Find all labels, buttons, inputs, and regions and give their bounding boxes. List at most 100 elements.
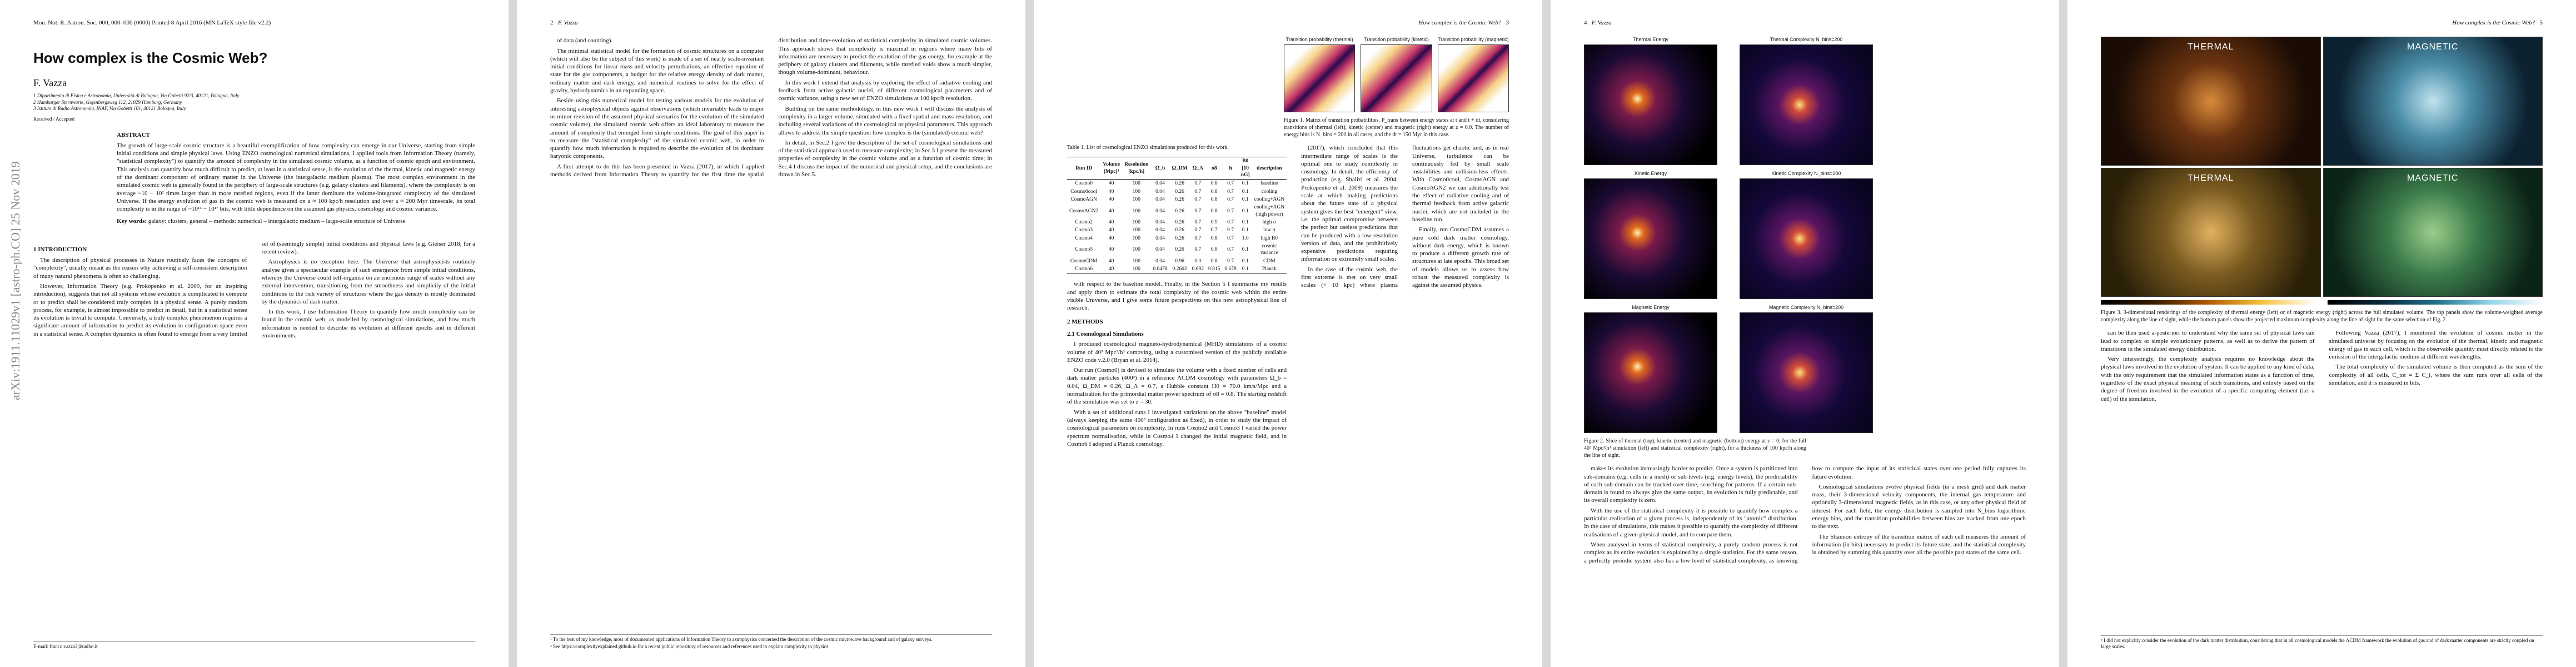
table-cell: cosmic variance bbox=[1260, 243, 1278, 256]
paragraph: With a set of additional runs I investig… bbox=[1067, 409, 1287, 447]
table-cell: 0.8 bbox=[1210, 247, 1218, 253]
panel-title: Kinetic Complexity N_bins=200 bbox=[1771, 171, 1841, 177]
table-cell: 0.7 bbox=[1194, 227, 1202, 233]
table-cell: 40 bbox=[1108, 258, 1114, 264]
table-cell: 0.04 bbox=[1155, 235, 1165, 241]
table-cell: 0.9 bbox=[1210, 220, 1218, 226]
table-cell: 0.1 bbox=[1242, 181, 1249, 187]
abstract-text: The growth of large-scale cosmic structu… bbox=[117, 142, 475, 213]
table-cell: 0.04 bbox=[1155, 197, 1165, 203]
abstract: ABSTRACT The growth of large-scale cosmi… bbox=[117, 131, 475, 225]
page-number: 2 bbox=[550, 19, 554, 26]
arxiv-id: arXiv:1911.11029v1 [astro-ph.CO] 25 Nov … bbox=[8, 161, 22, 400]
colorbar bbox=[2327, 300, 2543, 305]
paragraph: In this work, I use Information Theory t… bbox=[261, 308, 476, 340]
table-cell: 0.0478 bbox=[1153, 266, 1168, 272]
table-cell: 0.7 bbox=[1227, 220, 1234, 226]
table-cell: 0.7 bbox=[1194, 247, 1202, 253]
paragraph: Building on the same methodology, in thi… bbox=[778, 105, 993, 136]
panel: Thermal Complexity N_bins=200 bbox=[1740, 37, 1873, 166]
table-cell: 0.26 bbox=[1175, 220, 1184, 226]
running-title: F. Vazza bbox=[557, 19, 578, 26]
table-cell: 100 bbox=[1132, 235, 1140, 241]
left-column: Table 1. List of cosmological ENZO simul… bbox=[1067, 144, 1287, 450]
table-cell: 0.26 bbox=[1175, 247, 1184, 253]
table-cell: 0.1 bbox=[1242, 197, 1249, 203]
map-image bbox=[1584, 44, 1717, 166]
panel-title: THERMAL bbox=[2188, 173, 2234, 183]
paragraph: The Shannon entropy of the transition ma… bbox=[1812, 533, 2026, 556]
table-cell: 0.04 bbox=[1155, 208, 1165, 214]
table-cell: 0.26 bbox=[1175, 181, 1184, 187]
paragraph: Following Vazza (2017), I monitored the … bbox=[2329, 330, 2543, 361]
table-cell: 0.04 bbox=[1155, 220, 1165, 226]
page: arXiv:1911.11029v1 [astro-ph.CO] 25 Nov … bbox=[0, 0, 509, 667]
table-cell: Cosmo6 bbox=[1075, 266, 1093, 272]
running-title: How complex is the Cosmic Web? bbox=[1418, 19, 1502, 26]
running-header: 2 F. Vazza bbox=[550, 19, 992, 27]
figure-1: Transition probability (thermal) z=0 Tra… bbox=[1284, 37, 1509, 113]
table-cell: 0.1 bbox=[1242, 220, 1249, 226]
table-cell: Planck bbox=[1262, 266, 1277, 272]
paragraph: of data (and counting). bbox=[557, 37, 613, 44]
table-cell: 0.26 bbox=[1175, 227, 1184, 233]
list-item: 2 Hamburger Sternwarte, Gojenbergsweg 11… bbox=[33, 99, 182, 105]
table-cell: 0.1 bbox=[1242, 266, 1249, 272]
density-plot bbox=[1361, 44, 1432, 113]
map-image: THERMAL bbox=[2101, 37, 2321, 166]
running-title: How complex is the Cosmic Web? bbox=[2452, 19, 2535, 26]
paragraph: can be then used a-posteriori to underst… bbox=[2101, 330, 2315, 352]
paragraph: The total complexity of the simulated vo… bbox=[2329, 364, 2543, 387]
table-cell: high σ bbox=[1262, 220, 1277, 226]
page: 2 F. Vazza of data (and counting). The mi… bbox=[517, 0, 1025, 667]
body-text: (2017), which concluded that this interm… bbox=[1301, 144, 1509, 450]
table-cell: 0.692 bbox=[1192, 266, 1204, 272]
paragraph: With the use of the statistical complexi… bbox=[1584, 507, 1798, 538]
table-row: Cosmo0cool 40 100 0.04 0.26 0.7 0.8 0.7 0.1 cooli… bbox=[1067, 188, 1287, 196]
paragraph: The minimal statistical model for the fo… bbox=[550, 47, 764, 94]
table-cell: cooling+AGN bbox=[1254, 197, 1285, 203]
table-cell: 0.7 bbox=[1194, 220, 1202, 226]
list-item: 3 Istituto di Radio Astronomia, INAF, Vi… bbox=[33, 105, 186, 111]
running-header: 4 F. Vazza bbox=[1584, 19, 2026, 27]
column-header: Ω_b bbox=[1155, 165, 1165, 171]
table-row: Cosmo4 40 100 0.04 0.26 0.7 0.8 0.7 1.0 high B0 bbox=[1067, 235, 1287, 242]
colorbars bbox=[2101, 300, 2543, 305]
table-cell: 100 bbox=[1132, 188, 1140, 195]
table-cell: CosmoAGN2 bbox=[1069, 208, 1099, 214]
panel: Transition probability (thermal) z=0 bbox=[1284, 37, 1356, 113]
table-cell: 40 bbox=[1108, 188, 1114, 195]
page-number: 4 bbox=[1584, 19, 1587, 26]
page-number: 5 bbox=[2539, 19, 2543, 26]
table-cell: 100 bbox=[1132, 227, 1140, 233]
column-header: B0 [10 nG] bbox=[1240, 158, 1250, 178]
table-cell: 0.7 bbox=[1194, 181, 1202, 187]
paragraph: A first attempt to do this has been pres… bbox=[550, 37, 992, 178]
columns: Table 1. List of cosmological ENZO simul… bbox=[1067, 144, 1509, 450]
table-cell: 0.7 bbox=[1194, 235, 1202, 241]
table-cell: Cosmo4 bbox=[1075, 235, 1093, 241]
right-column: (2017), which concluded that this interm… bbox=[1301, 144, 1509, 290]
table-row: CosmoAGN 40 100 0.04 0.26 0.7 0.8 0.7 0.1 cooling… bbox=[1067, 196, 1287, 203]
paragraph: I produced cosmological magneto-hydrodyn… bbox=[1067, 341, 1287, 364]
table-cell: 0.7 bbox=[1227, 181, 1234, 187]
table-cell: 40 bbox=[1108, 266, 1114, 272]
panel-title: Transition probability (kinetic) z=0 bbox=[1364, 37, 1429, 49]
abstract-heading: ABSTRACT bbox=[117, 132, 150, 139]
list-item: ¹ To the best of my knowledge, most of d… bbox=[550, 636, 933, 642]
table-cell: 100 bbox=[1132, 220, 1140, 226]
keywords-label: Key words: bbox=[117, 218, 147, 225]
map-image: MAGNETIC bbox=[2323, 37, 2543, 166]
running-header: How complex is the Cosmic Web? 3 bbox=[1067, 19, 1509, 27]
table-cell: 40 bbox=[1108, 227, 1114, 233]
section-heading: 1 INTRODUCTION bbox=[33, 246, 87, 253]
paragraph: When analysed in terms of statistical co… bbox=[1584, 465, 2026, 564]
paragraph: Cosmological simulations evolve physical… bbox=[1812, 483, 2026, 530]
table-cell: 0.04 bbox=[1155, 227, 1165, 233]
table-cell: 0.7 bbox=[1227, 197, 1234, 203]
map-image: MAGNETIC bbox=[2323, 168, 2543, 297]
paragraph: Finally, run CosmoCDM assumes a pure col… bbox=[1412, 226, 1509, 289]
panel-title: Magnetic Energy bbox=[1632, 305, 1670, 311]
list-item: 1 Dipartimento di Fisica e Astronomia, U… bbox=[33, 93, 240, 99]
